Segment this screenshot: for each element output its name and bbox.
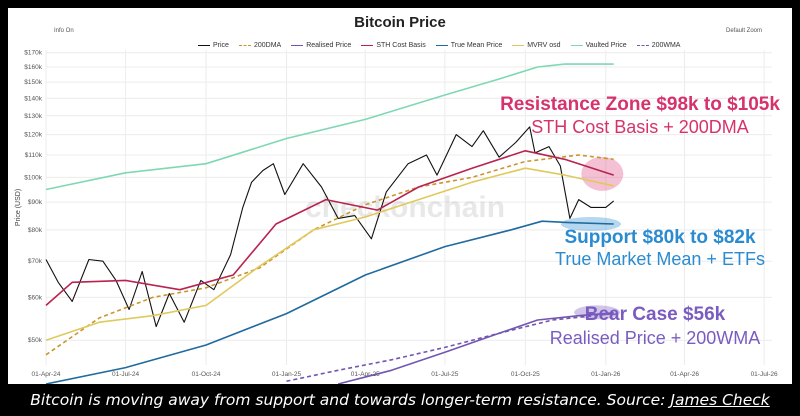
legend-swatch — [512, 45, 525, 46]
x-tick-label: 01-Jan-25 — [272, 371, 302, 378]
caption-source-link[interactable]: James Check — [670, 391, 770, 409]
info-toggle[interactable]: Info On — [54, 28, 74, 34]
legend-label: True Mean Price — [450, 42, 503, 49]
y-tick-label: $80k — [28, 227, 43, 234]
x-tick-label: 01-Apr-26 — [670, 371, 699, 378]
legend-item-sth-cost-basis[interactable]: STH Cost Basis — [361, 42, 426, 49]
x-tick-label: 01-Jul-24 — [112, 371, 139, 378]
legend-item-realised-price[interactable]: Realised Price — [291, 42, 351, 49]
y-tick-label: $70k — [28, 258, 43, 265]
legend-item-vaulted-price[interactable]: Vaulted Price — [570, 42, 627, 49]
y-tick-label: $100k — [24, 174, 42, 181]
legend-label: Vaulted Price — [585, 42, 627, 49]
legend-label: Realised Price — [306, 42, 352, 49]
legend-swatch — [198, 45, 210, 46]
legend-label: MVRV osd — [527, 42, 561, 49]
annotation-subtitle: True Market Mean + ETFs — [555, 249, 765, 269]
series-true-mean-price-line — [45, 220, 614, 384]
y-tick-label: $60k — [28, 294, 43, 301]
y-tick-label: $140k — [24, 95, 42, 102]
y-tick-label: $120k — [24, 132, 42, 139]
x-tick-label: 01-Jul-25 — [431, 371, 458, 378]
legend-swatch — [291, 45, 304, 46]
legend-label: Price — [213, 42, 229, 49]
series-price-line — [45, 126, 615, 328]
series-200dma-line — [45, 154, 614, 356]
legend-swatch — [636, 45, 649, 46]
y-tick-label: $90k — [28, 199, 43, 206]
x-tick-label: 01-Jan-26 — [591, 371, 621, 378]
legend-item-true-mean-price[interactable]: True Mean Price — [435, 42, 503, 49]
annotation-title: Bear Case $56k — [585, 304, 726, 325]
x-tick-label: 01-Apr-25 — [351, 371, 380, 378]
legend-swatch — [361, 45, 374, 46]
y-axis-label: Price (USD) — [15, 189, 22, 226]
series-vaulted-price-line — [45, 63, 614, 191]
legend-swatch — [435, 45, 448, 46]
series-200wma-line — [286, 312, 614, 382]
series-realised-price-line — [337, 312, 614, 384]
chart-panel: Bitcoin Price Info On Default Zoom Price… — [8, 8, 792, 384]
legend-swatch — [570, 45, 583, 46]
legend-label: 200DMA — [253, 42, 282, 49]
y-tick-label: $50k — [28, 337, 43, 344]
x-tick-label: 01-Jul-26 — [751, 371, 778, 378]
annotation-subtitle: Realised Price + 200WMA — [550, 328, 761, 348]
y-tick-label: $110k — [25, 152, 43, 159]
y-tick-label: $170k — [24, 50, 42, 57]
y-tick-label: $160k — [24, 64, 42, 71]
series-sth-cost-basis-line — [45, 150, 614, 307]
legend-item-mvrv-osd[interactable]: MVRV osd — [512, 42, 561, 49]
zoom-selector[interactable]: Default Zoom — [726, 28, 763, 34]
legend-label: 200WMA — [651, 42, 681, 49]
caption-text: Bitcoin is moving away from support and … — [30, 391, 671, 409]
annotation-title: Support $80k to $82k — [564, 227, 756, 248]
chart-title: Bitcoin Price — [354, 14, 446, 31]
x-tick-label: 01-Oct-25 — [511, 371, 540, 378]
caption: Bitcoin is moving away from support and … — [0, 391, 800, 409]
chart-legend: Price 200DMA Realised Price STH Cost Basis T… — [198, 42, 680, 49]
annotation-subtitle: STH Cost Basis + 200DMA — [531, 117, 749, 137]
legend-item-200dma[interactable]: 200DMA — [238, 42, 282, 49]
resistance-zone-highlight — [581, 156, 624, 191]
legend-label: STH Cost Basis — [376, 42, 426, 49]
y-tick-label: $130k — [24, 113, 42, 120]
annotation-title: Resistance Zone $98k to $105k — [500, 94, 780, 115]
legend-item-200wma[interactable]: 200WMA — [636, 42, 681, 49]
series-mvrv-osd-line — [45, 167, 614, 341]
legend-swatch — [238, 45, 251, 46]
chart-plot: $50k $60k $70k $80k $90k $100k $110k $120k $130k… — [15, 50, 780, 384]
legend-item-price[interactable]: Price — [198, 42, 229, 49]
x-tick-label: 01-Apr-24 — [32, 371, 61, 378]
x-tick-label: 01-Oct-24 — [192, 371, 221, 378]
y-tick-label: $150k — [24, 79, 42, 86]
